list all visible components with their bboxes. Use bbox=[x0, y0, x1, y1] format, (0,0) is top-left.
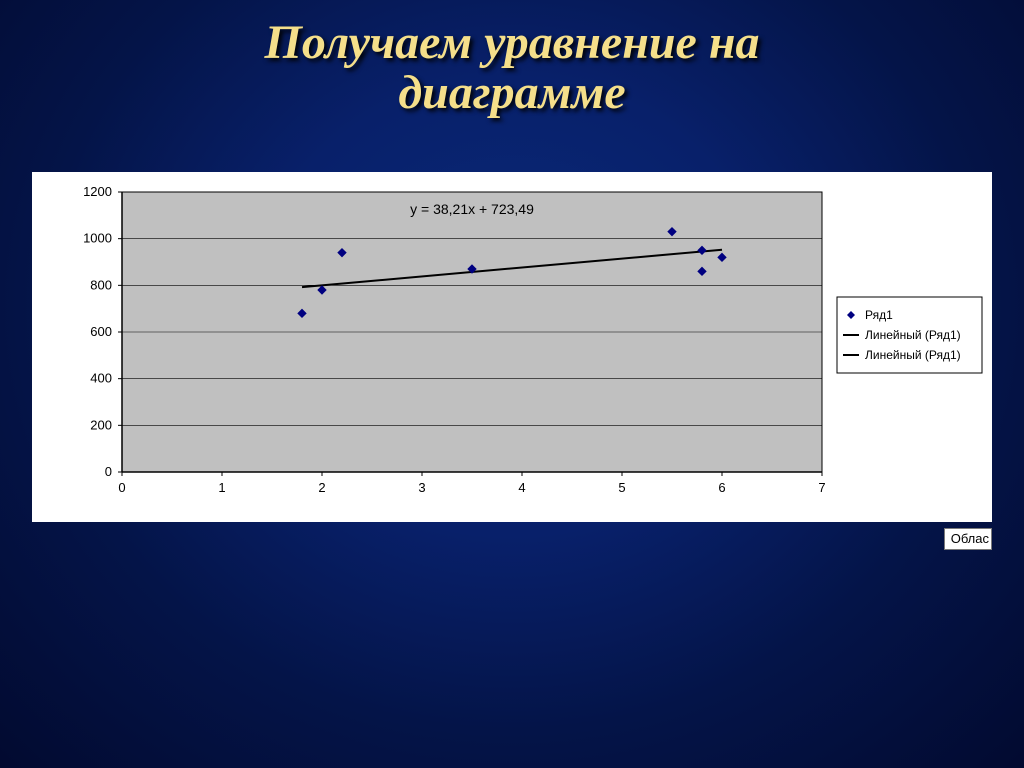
svg-text:400: 400 bbox=[90, 371, 112, 386]
svg-text:0: 0 bbox=[105, 464, 112, 479]
slide-title: Получаем уравнение на диаграмме bbox=[0, 0, 1024, 119]
svg-text:1: 1 bbox=[218, 480, 225, 495]
svg-text:600: 600 bbox=[90, 324, 112, 339]
svg-text:5: 5 bbox=[618, 480, 625, 495]
svg-text:1200: 1200 bbox=[83, 184, 112, 199]
svg-text:0: 0 bbox=[118, 480, 125, 495]
svg-text:y = 38,21x + 723,49: y = 38,21x + 723,49 bbox=[410, 201, 534, 217]
svg-text:Ряд1: Ряд1 bbox=[865, 308, 893, 322]
svg-text:2: 2 bbox=[318, 480, 325, 495]
svg-text:3: 3 bbox=[418, 480, 425, 495]
svg-text:800: 800 bbox=[90, 277, 112, 292]
svg-text:1000: 1000 bbox=[83, 231, 112, 246]
svg-text:Линейный (Ряд1): Линейный (Ряд1) bbox=[865, 348, 961, 362]
scatter-chart: 0 200 400 600 800 1000 1200 0 1 2 3 4 5 6 7 y = 38,21x … bbox=[32, 172, 992, 522]
svg-text:Линейный (Ряд1): Линейный (Ряд1) bbox=[865, 328, 961, 342]
svg-text:7: 7 bbox=[818, 480, 825, 495]
svg-text:200: 200 bbox=[90, 417, 112, 432]
svg-text:6: 6 bbox=[718, 480, 725, 495]
chart-container: 0 200 400 600 800 1000 1200 0 1 2 3 4 5 6 7 y = 38,21x … bbox=[32, 172, 992, 522]
clipped-label: Облас bbox=[944, 528, 992, 550]
svg-text:4: 4 bbox=[518, 480, 525, 495]
slide-background: Получаем уравнение на диаграмме 0 200 400 6… bbox=[0, 0, 1024, 768]
